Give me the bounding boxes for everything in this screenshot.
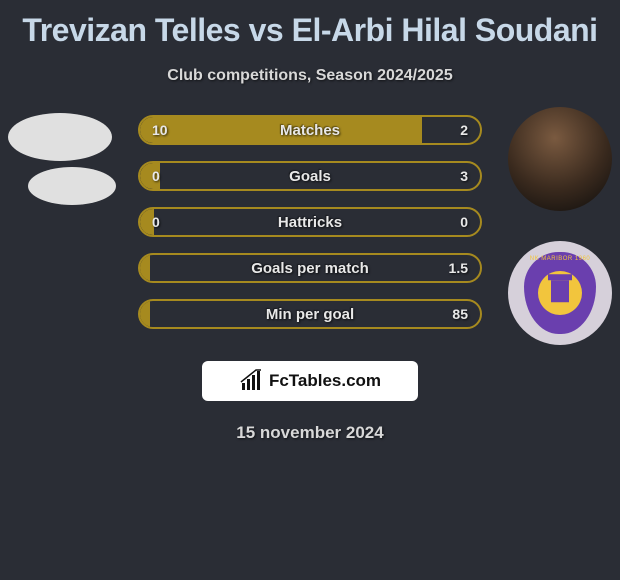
date-text: 15 november 2024 [0, 423, 620, 443]
stat-label: Hattricks [140, 214, 480, 231]
stat-label: Min per goal [140, 306, 480, 323]
subtitle: Club competitions, Season 2024/2025 [0, 67, 620, 85]
stat-label: Goals per match [140, 260, 480, 277]
stat-label: Matches [140, 122, 480, 139]
stat-bar: Goals per match1.5 [138, 253, 482, 283]
stat-value-right: 3 [460, 168, 468, 184]
club-left-logo [28, 167, 116, 205]
stat-value-right: 85 [452, 306, 468, 322]
stat-bars: 10Matches20Goals30Hattricks0Goals per ma… [138, 115, 482, 329]
stat-bar: 10Matches2 [138, 115, 482, 145]
fctables-label: FcTables.com [269, 371, 381, 391]
fctables-badge[interactable]: FcTables.com [202, 361, 418, 401]
page-title: Trevizan Telles vs El-Arbi Hilal Soudani [0, 0, 620, 49]
stat-value-right: 2 [460, 122, 468, 138]
barchart-icon [239, 369, 263, 393]
stat-value-right: 1.5 [449, 260, 468, 276]
stat-bar: 0Goals3 [138, 161, 482, 191]
comparison-area: NK MARIBOR 1960 10Matches20Goals30Hattri… [0, 115, 620, 345]
club-right-logo: NK MARIBOR 1960 [508, 241, 612, 345]
stat-bar: Min per goal85 [138, 299, 482, 329]
player-left-avatar [8, 113, 112, 161]
stat-value-right: 0 [460, 214, 468, 230]
player-right-avatar [508, 107, 612, 211]
stat-bar: 0Hattricks0 [138, 207, 482, 237]
maribor-crest: NK MARIBOR 1960 [524, 252, 596, 334]
stat-label: Goals [140, 168, 480, 185]
